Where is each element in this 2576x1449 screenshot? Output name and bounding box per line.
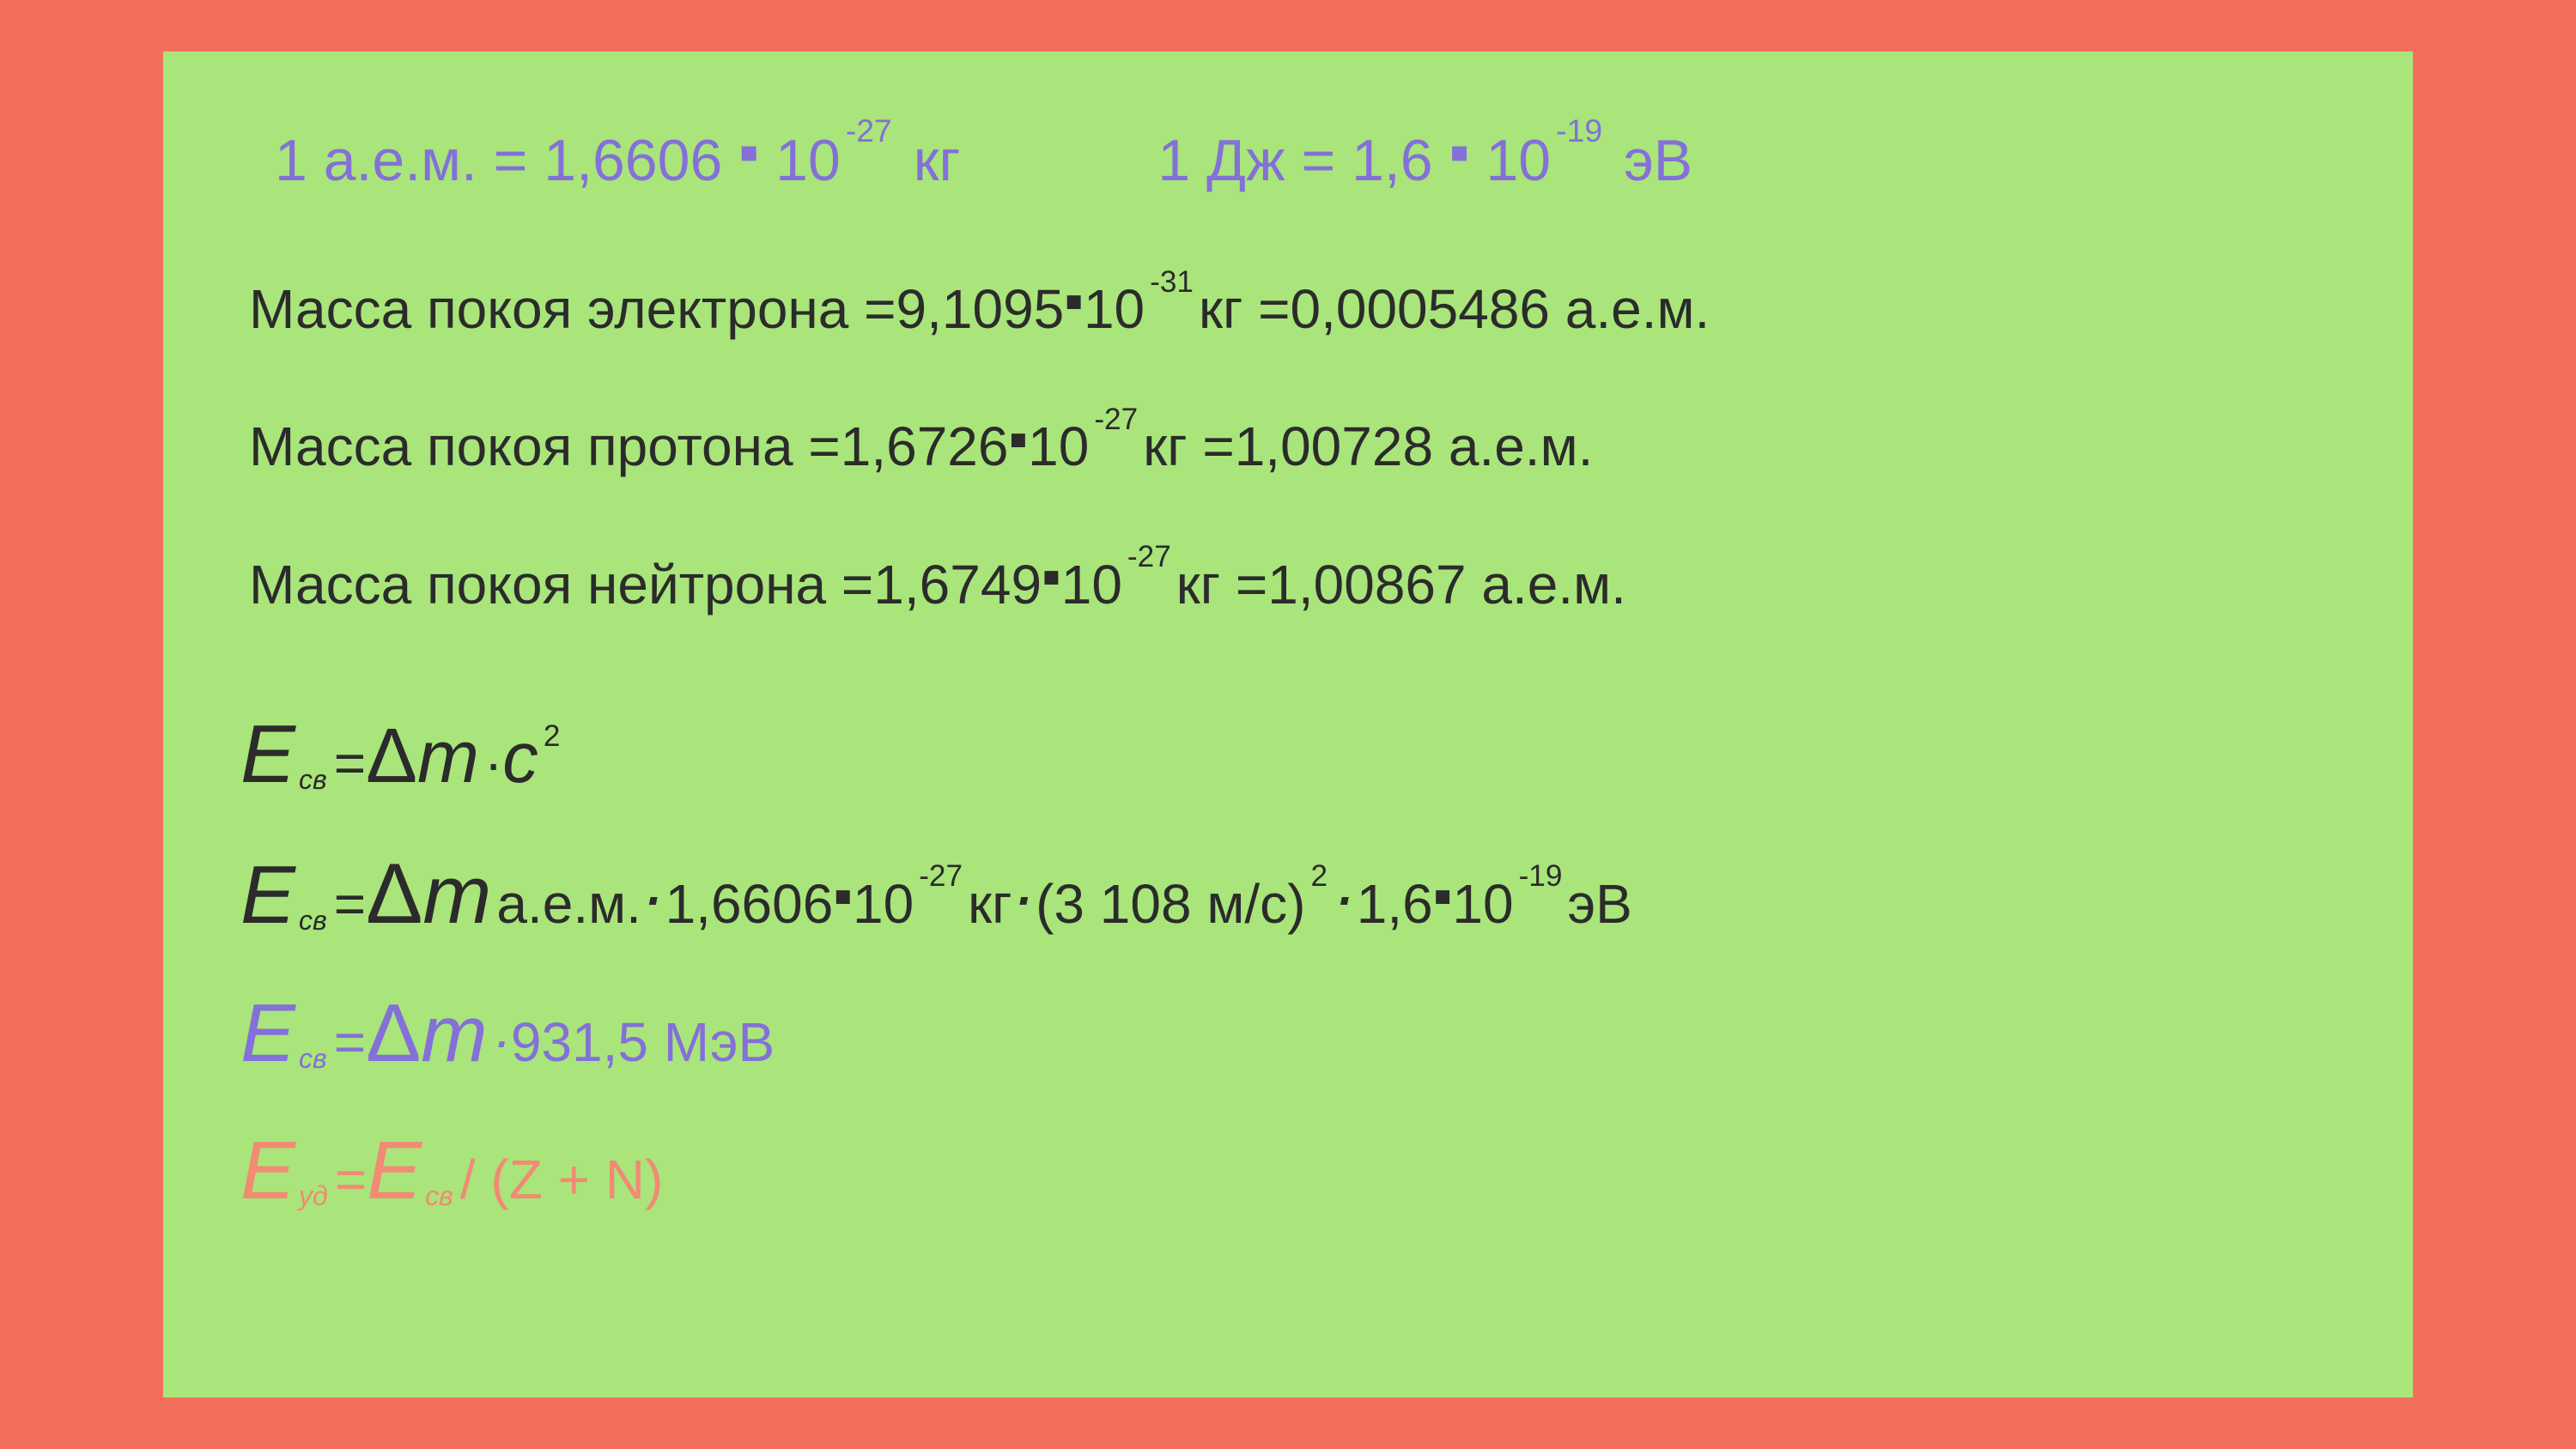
text: / (Z + N) [460,1149,663,1210]
value: 931,5 МэВ [511,1012,775,1072]
subscript: уд [299,1181,328,1211]
mult-dot-icon: ▪ [833,865,853,925]
mult-dot-icon: ▪ [1064,270,1084,330]
exponent: 2 [1310,860,1327,894]
value: 0,0005486 а.е.м. [1290,279,1710,339]
text: 10 [1084,279,1145,339]
mult-dot-icon: ▪ [1433,865,1453,925]
value: 9,1095 [896,279,1065,339]
exponent: -27 [1127,541,1171,574]
mult-dot-icon: · [1333,857,1357,936]
text: эВ [1567,874,1631,934]
text: кг = [1176,555,1268,615]
binding-energy-formula: Eсв = Δm · c2 [240,709,2336,800]
binding-energy-result: Eсв = Δm · 931,5 МэВ [240,988,2336,1079]
text: = [334,874,366,934]
mult-dot-icon: ▪ [1449,119,1469,185]
text: кг [968,874,1012,934]
exponent: 2 [544,720,561,754]
text: 1 а.е.м. = [275,128,544,193]
text: = [335,1149,367,1210]
mult-dot-icon: ▪ [1042,546,1061,606]
mult-dot-icon: · [493,1010,511,1070]
binding-energy-expanded: Eсв = Δm а.е.м. · 1,6606 ▪ 10-27 кг · (3… [240,847,2336,941]
subscript: св [299,1044,327,1074]
value: 1,00867 а.е.м. [1267,555,1626,615]
proton-mass-row: Масса покоя протона = 1,6726 ▪ 10-27 кг … [249,416,2336,476]
label: Масса покоя электрона = [249,279,896,339]
subscript: св [299,765,327,795]
text: 10 [1452,874,1513,934]
mult-dot-icon: ▪ [1008,409,1028,469]
variable-e: E [240,1125,295,1216]
text: 10 [1028,416,1089,476]
value: 1,6749 [873,555,1042,615]
specific-energy-formula: E уд = Eсв / (Z + N) [240,1125,2336,1216]
text: 1,6606 [544,128,738,193]
variable-m: m [421,990,487,1077]
text: 10 [1061,555,1122,615]
value: 1,6 [1357,874,1433,934]
variable-m: m [417,717,479,798]
text: 10 [1470,128,1552,193]
exponent: -27 [1094,403,1138,437]
content-panel: 1 а.е.м. = 1,6606 ▪ 10-27 кг 1 Дж = 1,6 … [163,52,2413,1397]
mult-dot-icon: · [641,857,665,936]
text: = [334,733,366,793]
delta-icon: Δ [366,988,421,1079]
text: 10 [759,128,841,193]
exponent: -19 [1556,112,1602,149]
joule-definition: 1 Дж = 1,6 ▪ 10-19 эВ [1157,129,1692,193]
delta-icon: Δ [366,713,417,798]
electron-mass-row: Масса покоя электрона = 9,1095 ▪ 10-31 к… [249,279,2336,339]
value: 1,6726 [841,416,1009,476]
subscript: св [299,906,327,936]
value: 1,00728 а.е.м. [1235,416,1594,476]
mult-dot-icon: ▪ [738,119,759,185]
text: а.е.м. [496,874,641,934]
text: кг [897,128,960,193]
value: 1,6606 [665,874,834,934]
amu-definition: 1 а.е.м. = 1,6606 ▪ 10-27 кг [275,129,960,193]
text: 1 Дж = [1157,128,1352,193]
label: Масса покоя нейтрона = [249,555,873,615]
variable-e: E [367,1125,422,1216]
text: · [484,733,502,793]
neutron-mass-row: Масса покоя нейтрона = 1,6749 ▪ 10-27 кг… [249,555,2336,615]
text: = [334,1012,366,1072]
text: (3 108 м/с) [1036,874,1305,934]
mult-dot-icon: · [1012,857,1036,936]
text: эВ [1607,128,1692,193]
text: 1,6 [1352,128,1449,193]
outer-frame: 1 а.е.м. = 1,6606 ▪ 10-27 кг 1 Дж = 1,6 … [0,0,2576,1449]
variable-m: m [422,850,491,941]
variable-e: E [240,988,295,1079]
text: кг = [1199,279,1291,339]
variable-e: E [240,850,295,941]
subscript: св [425,1181,453,1211]
constants-row: 1 а.е.м. = 1,6606 ▪ 10-27 кг 1 Дж = 1,6 … [275,129,2336,193]
variable-e: E [240,709,295,800]
variable-c: c [502,718,538,797]
exponent: -31 [1150,266,1194,300]
label: Масса покоя протона = [249,416,841,476]
delta-icon: Δ [366,847,422,941]
text: 10 [853,874,914,934]
exponent: -27 [846,112,892,149]
text: кг = [1143,416,1235,476]
exponent: -27 [919,860,963,894]
exponent: -19 [1519,860,1563,894]
